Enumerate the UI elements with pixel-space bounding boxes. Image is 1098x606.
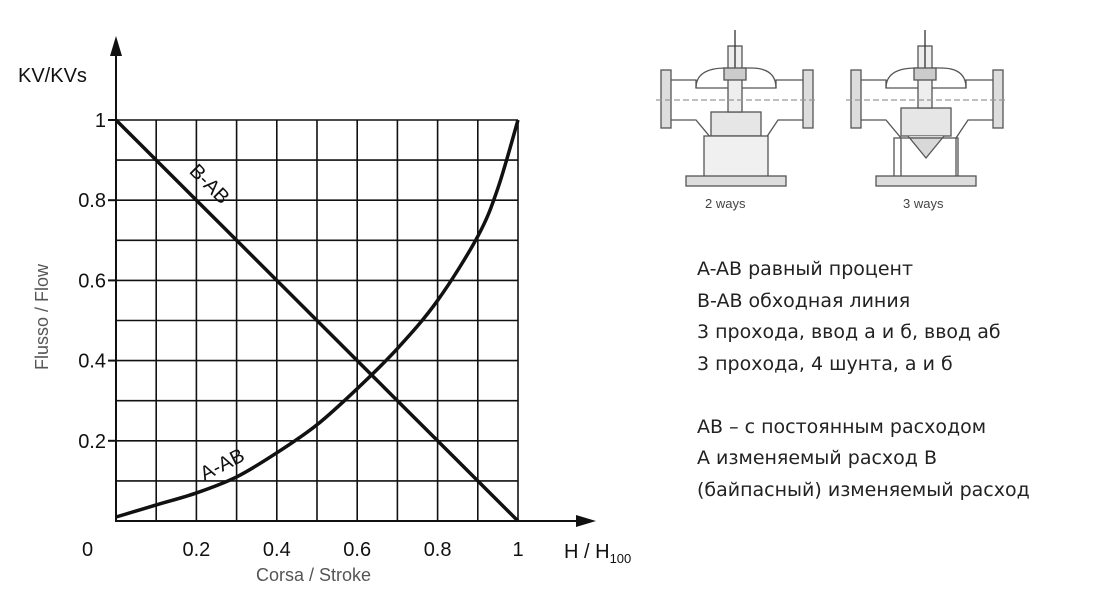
valve-diagram-2-ways (656, 30, 816, 187)
x-axis-arrow (576, 515, 596, 527)
y-tick-label: 1 (95, 110, 106, 132)
series-label-a-ab: A-AB (197, 445, 249, 486)
legend-line-5: AB – с постоянным расходом (697, 415, 987, 438)
x-axis-bottom-title: Corsa / Stroke (256, 565, 371, 585)
y-tick-label: 0.4 (78, 351, 106, 373)
series-label-b-ab: B-AB (185, 160, 234, 209)
y-tick-label: 0.2 (78, 431, 106, 453)
chart-ticks: 0 0.2 0.4 0.6 0.8 1 0.2 0.4 0.6 0.8 1 (78, 110, 523, 561)
x-axis-title: H / H100 (564, 541, 631, 566)
legend-line-2: B-AB обходная линия (697, 289, 911, 312)
y-axis-arrow (110, 36, 122, 56)
y-axis-title: KV/KVs (18, 65, 87, 87)
chart-axes (110, 36, 596, 527)
legend-line-4: 3 прохода, 4 шунта, а и б (697, 352, 953, 375)
x-tick-label: 1 (512, 539, 523, 561)
series-line-b-ab (114, 118, 520, 523)
diagram-label-2-ways: 2 ways (705, 196, 746, 211)
x-tick-label: 0.6 (343, 539, 371, 561)
legend-line-1: A-AB равный процент (697, 258, 914, 280)
y-axis-side-title: Flusso / Flow (32, 263, 52, 370)
x-axis-title-sub: 100 (610, 551, 632, 566)
x-tick-label: 0.4 (263, 539, 291, 561)
chart-grid (116, 119, 519, 521)
y-tick-label: 0.6 (78, 270, 106, 292)
x-axis-title-main: H / H (564, 541, 610, 563)
series-line-a-ab (115, 119, 520, 519)
legend-line-3: 3 прохода, ввод а и б, ввод аб (697, 321, 1001, 343)
legend-gap (697, 380, 1030, 412)
valve-diagram-3-ways (846, 30, 1006, 187)
legend-line-6: A изменяемый расход B (697, 447, 938, 469)
x-tick-label: 0.2 (182, 539, 210, 561)
legend-line-7: (байпасный) изменяемый расход (697, 478, 1030, 501)
x-tick-label: 0 (82, 539, 93, 561)
diagram-label-3-ways: 3 ways (903, 196, 944, 211)
x-tick-label: 0.8 (424, 539, 452, 561)
y-tick-label: 0.8 (78, 190, 106, 212)
legend-text: A-AB равный процент B-AB обходная линия … (697, 254, 1030, 506)
